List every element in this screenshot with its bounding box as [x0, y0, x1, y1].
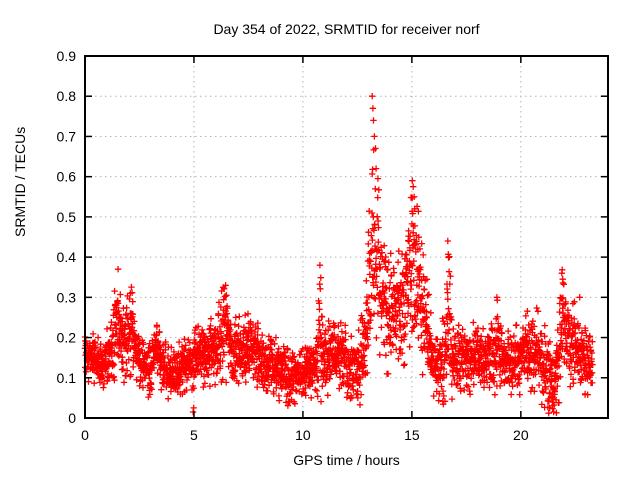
y-tick-labels: 0 0.1 0.2 0.3 0.4 0.5 0.6 0.7 0.8 0.9 [57, 48, 77, 426]
data-points-srmtid [81, 93, 596, 417]
x-tick-label: 15 [404, 427, 420, 443]
x-tick-label: 20 [513, 427, 529, 443]
x-tick-label: 10 [295, 427, 311, 443]
y-tick-label: 0.6 [57, 169, 77, 185]
x-tick-labels: 0 5 10 15 20 [81, 427, 529, 443]
x-tick-label: 5 [190, 427, 198, 443]
axis-ticks [84, 55, 608, 419]
y-tick-label: 0.5 [57, 209, 77, 225]
x-tick-label: 0 [81, 427, 89, 443]
y-tick-label: 0.8 [57, 88, 77, 104]
y-tick-label: 0.2 [57, 330, 77, 346]
chart-title: Day 354 of 2022, SRMTID for receiver nor… [213, 21, 480, 37]
y-tick-label: 0.7 [57, 128, 77, 144]
y-tick-label: 0.9 [57, 48, 77, 64]
y-tick-label: 0 [68, 410, 76, 426]
y-tick-label: 0.4 [57, 249, 77, 265]
y-tick-label: 0.1 [57, 370, 77, 386]
plot-border [84, 55, 609, 419]
y-tick-label: 0.3 [57, 289, 77, 305]
x-axis-label: GPS time / hours [293, 452, 400, 468]
